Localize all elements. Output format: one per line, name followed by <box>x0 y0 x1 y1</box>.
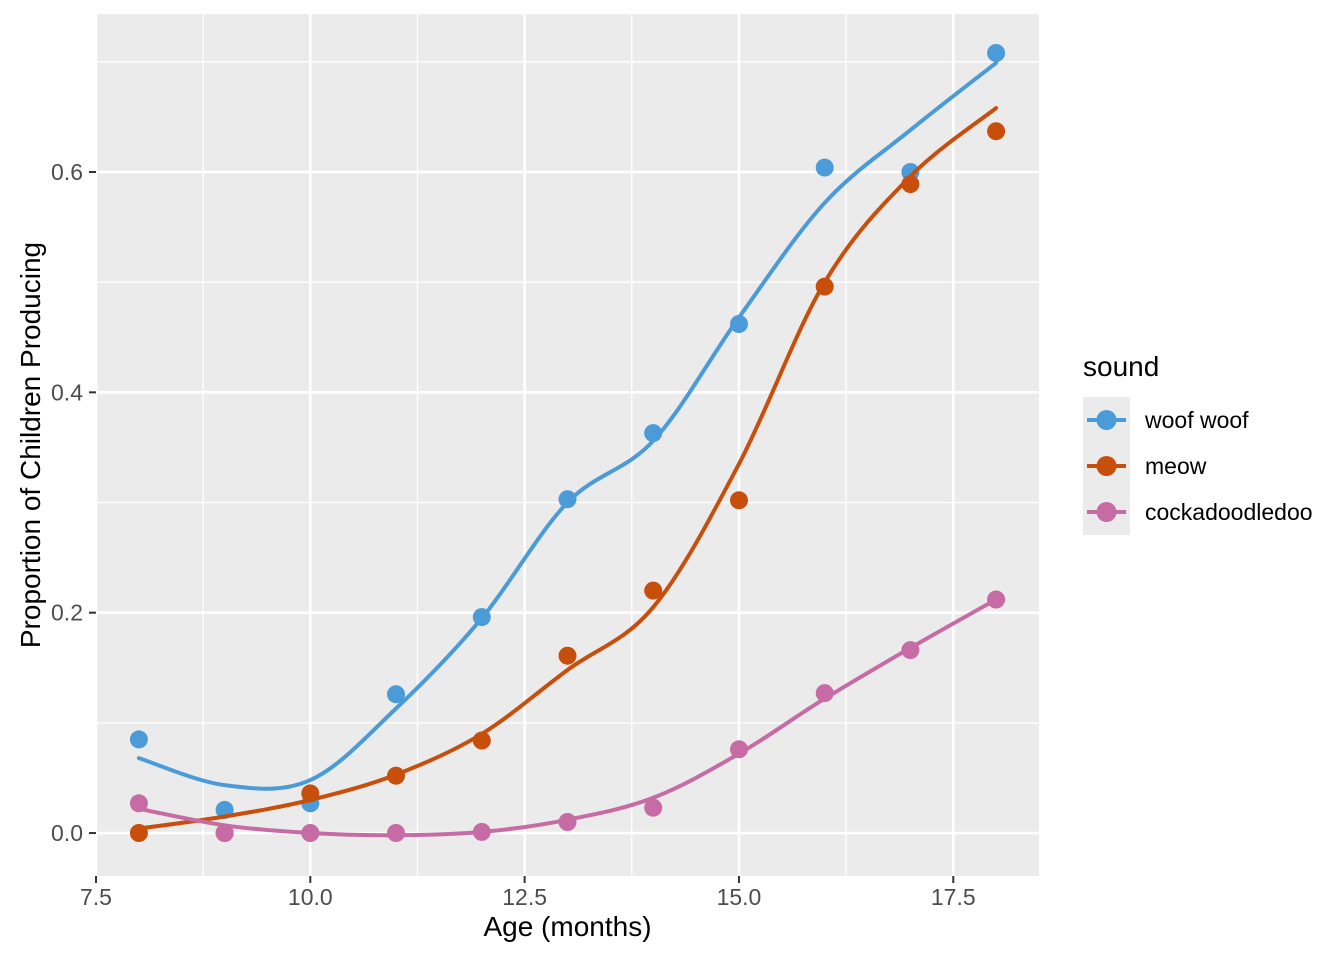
data-point-woof-woof <box>387 685 405 704</box>
legend-glyph-meow <box>1087 456 1126 476</box>
data-point-meow <box>901 175 920 194</box>
y-tick-label: 0.2 <box>51 600 83 626</box>
data-point-cockadoodledoo <box>815 684 834 703</box>
legend-label: meow <box>1145 452 1207 479</box>
legend-label: woof woof <box>1145 406 1249 433</box>
data-point-cockadoodledoo <box>901 641 920 660</box>
data-point-meow <box>472 731 491 750</box>
legend-point <box>1096 410 1117 430</box>
data-point-woof-woof <box>129 730 148 749</box>
x-axis-title: Age (months) <box>483 911 652 942</box>
major-gridlines <box>94 14 1039 876</box>
data-point-cockadoodledoo <box>730 740 748 759</box>
data-point-cockadoodledoo <box>129 794 148 813</box>
x-tick-label: 15.0 <box>717 884 762 910</box>
x-tick-label: 17.5 <box>931 884 976 910</box>
data-point-woof-woof <box>644 424 663 443</box>
legend-glyph-cockadoodledoo <box>1087 502 1126 522</box>
data-point-woof-woof <box>815 158 834 177</box>
data-point-cockadoodledoo <box>387 824 405 842</box>
plot-panel <box>96 14 1039 876</box>
legend-glyph-woof-woof <box>1087 410 1126 430</box>
legend-point <box>1096 502 1117 522</box>
series-meow <box>129 106 1006 842</box>
series-cockadoodledoo <box>129 590 1006 842</box>
legend-point <box>1096 456 1117 476</box>
y-axis-title: Proportion of Children Producing <box>15 241 46 649</box>
axis-ticks <box>89 170 955 883</box>
y-tick-label: 0.6 <box>51 159 83 185</box>
legend: sound woof woof meow cockadoodledoo <box>1083 350 1313 535</box>
smooth-line-meow <box>136 106 999 831</box>
legend-key-woof-woof <box>1083 397 1130 443</box>
x-tick-label: 12.5 <box>502 884 547 910</box>
data-point-cockadoodledoo <box>215 824 234 842</box>
data-point-meow <box>558 646 577 665</box>
data-point-meow <box>387 766 405 785</box>
data-point-cockadoodledoo <box>472 822 491 841</box>
y-tick-label: 0.4 <box>51 379 83 405</box>
series-woof-woof <box>129 44 1006 819</box>
data-point-woof-woof <box>730 315 748 333</box>
data-point-meow <box>987 122 1006 141</box>
legend-item-meow: meow <box>1083 443 1313 489</box>
data-point-woof-woof <box>558 490 577 509</box>
x-tick-label: 10.0 <box>288 884 333 910</box>
data-point-meow <box>301 784 320 803</box>
data-point-meow <box>815 277 834 296</box>
legend-title: sound <box>1083 351 1160 382</box>
data-point-woof-woof <box>987 44 1006 62</box>
data-point-cockadoodledoo <box>301 824 320 842</box>
data-point-cockadoodledoo <box>644 798 663 817</box>
legend-label: cockadoodledoo <box>1145 498 1313 525</box>
data-point-meow <box>129 824 148 842</box>
data-point-meow <box>730 491 748 510</box>
legend-key-meow <box>1083 443 1130 489</box>
data-point-cockadoodledoo <box>558 813 577 831</box>
legend-item-woof-woof: woof woof <box>1083 397 1313 443</box>
data-point-meow <box>644 581 663 600</box>
data-point-cockadoodledoo <box>987 590 1006 609</box>
data-point-woof-woof <box>472 608 491 627</box>
x-tick-label: 7.5 <box>80 884 112 910</box>
legend-key-cockadoodledoo <box>1083 489 1130 535</box>
y-tick-label: 0.0 <box>51 820 83 846</box>
legend-item-cockadoodledoo: cockadoodledoo <box>1083 489 1313 535</box>
